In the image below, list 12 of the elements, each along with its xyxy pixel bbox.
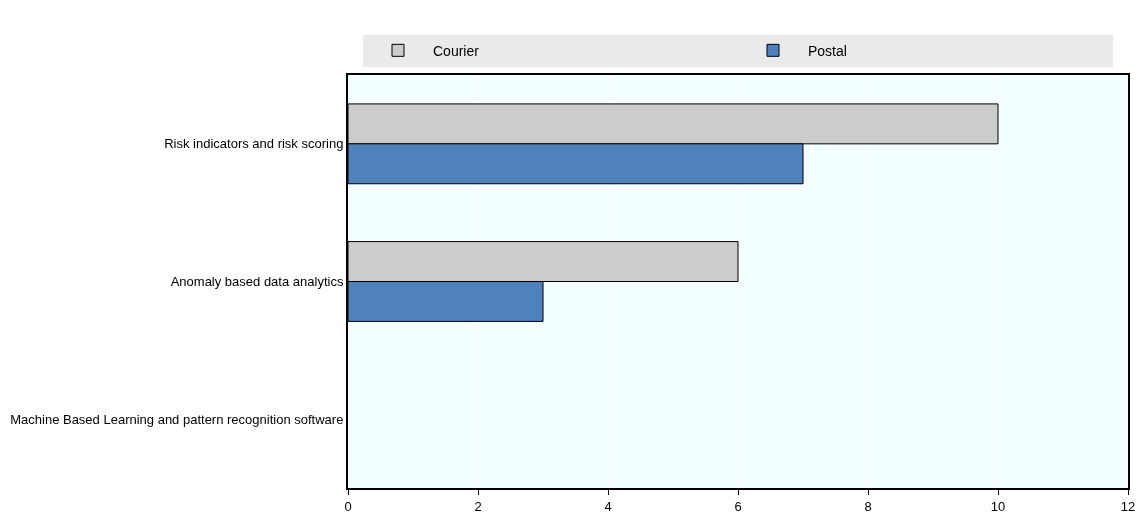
x-tick-label: 4 bbox=[604, 498, 612, 514]
legend-label: Postal bbox=[808, 42, 847, 59]
y-tick-label: Machine Based Learning and pattern recognition software bbox=[10, 411, 344, 427]
x-tick-label: 8 bbox=[864, 498, 872, 514]
x-tick-label: 10 bbox=[990, 498, 1006, 514]
x-tick-label: 2 bbox=[474, 498, 482, 514]
y-tick-label: Anomaly based data analytics bbox=[170, 274, 344, 290]
x-tick-label: 12 bbox=[1120, 498, 1136, 514]
x-tick-label: 0 bbox=[344, 498, 352, 514]
y-tick-label: Risk indicators and risk scoring bbox=[164, 136, 344, 152]
legend-label: Courier bbox=[433, 42, 480, 59]
x-tick-label: 6 bbox=[734, 498, 742, 514]
